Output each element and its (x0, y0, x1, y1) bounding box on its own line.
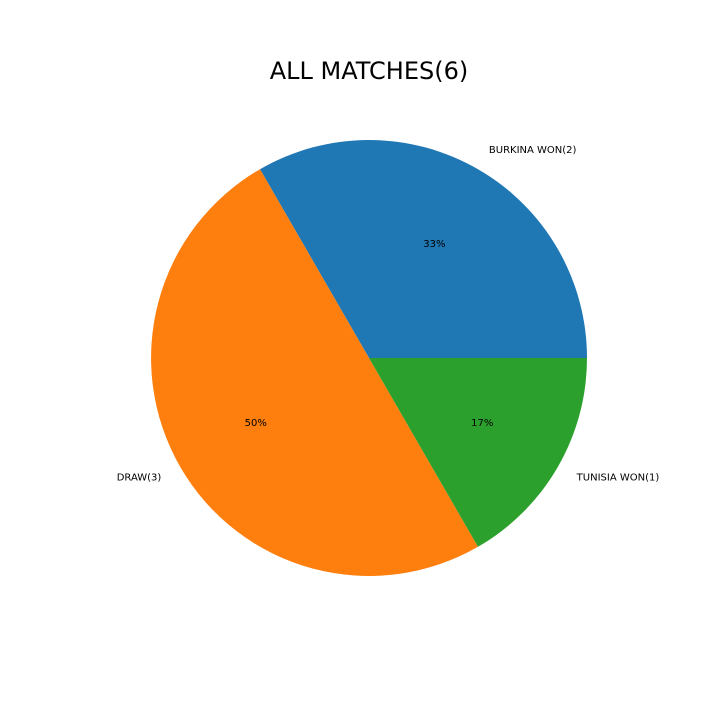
slice-label-burkina-won-2: BURKINA WON(2) (489, 145, 577, 156)
slice-label-draw-3: DRAW(3) (117, 472, 162, 483)
pie-slice-draw-3 (151, 169, 478, 576)
pie-labels: BURKINA WON(2) 33% DRAW(3) 50% TUNISIA WON(1… (117, 145, 660, 484)
pie-slices (151, 140, 587, 576)
percent-label-tunisia-won-1: 17% (471, 418, 493, 429)
pie-slice-tunisia-won-1 (369, 358, 587, 547)
percent-label-draw-3: 50% (245, 418, 267, 429)
chart-title: ALL MATCHES(6) (269, 57, 469, 85)
percent-label-burkina-won-2: 33% (423, 239, 445, 250)
pie-slice-burkina-won-2 (260, 140, 587, 358)
slice-label-tunisia-won-1: TUNISIA WON(1) (576, 472, 660, 483)
